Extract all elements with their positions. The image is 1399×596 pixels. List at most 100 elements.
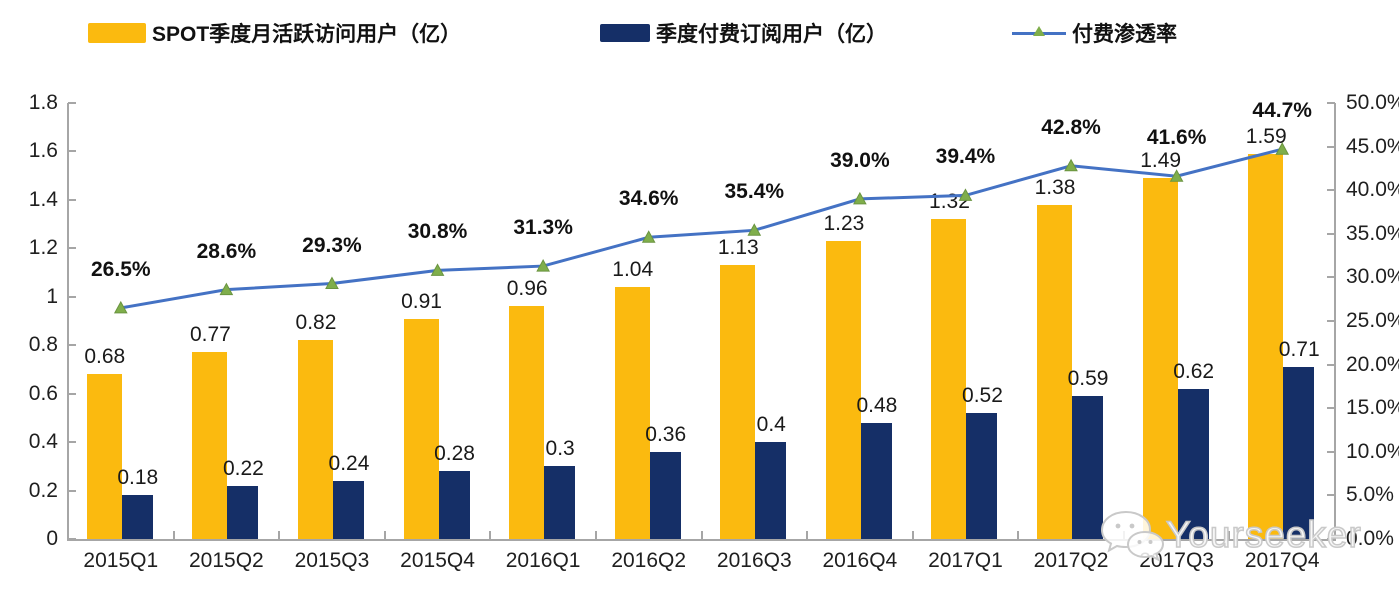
- penetration-marker: [1064, 158, 1078, 172]
- x-axis-boundary-tick: [700, 531, 703, 539]
- x-axis-boundary-tick: [1017, 531, 1020, 539]
- x-axis-boundary-tick: [383, 531, 386, 539]
- mau-bar: [297, 340, 333, 539]
- subs-value-label: 0.24: [328, 451, 370, 475]
- watermark-text: Yourseeker: [1165, 513, 1362, 556]
- mau-legend-label: SPOT季度月活跃访问用户（亿）: [152, 23, 462, 46]
- x-axis-label: 2016Q3: [716, 549, 792, 572]
- penetration-label: 28.6%: [196, 239, 257, 263]
- right-axis-tick: [1327, 189, 1335, 192]
- x-axis-label: 2015Q2: [189, 549, 264, 572]
- right-axis-tick-label: 40.0%: [1346, 178, 1399, 202]
- subs-value-label: 0.52: [962, 384, 1003, 408]
- x-axis-boundary-tick: [67, 531, 69, 539]
- penetration-label: 42.8%: [1041, 115, 1101, 139]
- x-axis-label: 2017Q2: [1033, 549, 1109, 572]
- penetration-label: 41.6%: [1146, 126, 1207, 150]
- mau-bar: [825, 241, 861, 539]
- right-axis-line: [1334, 103, 1336, 541]
- subs-bar: [332, 480, 364, 539]
- mau-bar: [720, 265, 756, 539]
- x-axis-label: 2016Q1: [505, 549, 581, 572]
- subs-bar: [755, 442, 787, 539]
- wechat-icon: [1100, 510, 1164, 562]
- right-axis-tick: [1327, 538, 1335, 540]
- x-axis-boundary-tick: [1228, 531, 1231, 539]
- left-axis-tick-label: 0: [46, 527, 58, 550]
- x-axis-line: [67, 539, 1336, 541]
- left-axis-tick-label: 0.2: [28, 478, 58, 502]
- subs-bar: [1072, 396, 1104, 539]
- subs-value-label: 0.62: [1173, 359, 1215, 383]
- x-axis-boundary-tick: [806, 531, 809, 539]
- legend-item-penetration: 付费渗透率: [1012, 18, 1177, 48]
- x-axis-label: 2015Q3: [294, 549, 370, 572]
- subs-bar: [227, 485, 259, 539]
- right-axis-tick-label: 35.0%: [1346, 221, 1399, 245]
- x-axis-boundary-tick: [1334, 531, 1336, 539]
- left-axis-tick-label: 1.2: [28, 236, 58, 260]
- subs-bar: [121, 495, 153, 539]
- right-axis-tick: [1327, 363, 1335, 366]
- subs-value-label: 0.3: [545, 437, 575, 461]
- penetration-marker: [219, 282, 234, 296]
- right-axis-tick-label: 0.0%: [1346, 527, 1394, 550]
- left-axis-tick: [68, 295, 76, 298]
- left-axis-tick: [68, 150, 76, 153]
- mau-bar: [1142, 178, 1178, 539]
- x-axis-boundary-tick: [172, 531, 175, 539]
- left-axis-tick-label: 1.6: [28, 139, 58, 163]
- right-axis-tick-label: 20.0%: [1346, 352, 1399, 376]
- right-axis-tick: [1327, 450, 1335, 453]
- mau-value-label: 1.13: [717, 236, 759, 260]
- left-axis-tick-label: 1: [46, 284, 58, 308]
- mau-bar: [192, 352, 228, 539]
- penetration-marker: [641, 230, 656, 243]
- mau-bar: [931, 219, 967, 539]
- subs-value-label: 0.48: [856, 393, 898, 417]
- penetration-label: 34.6%: [618, 187, 679, 211]
- right-axis-tick: [1327, 145, 1335, 148]
- left-axis-tick: [68, 392, 76, 395]
- mau-bar: [403, 318, 439, 539]
- right-axis-tick: [1327, 276, 1335, 279]
- x-axis-boundary-tick: [594, 531, 597, 539]
- mau-value-label: 0.77: [189, 323, 231, 347]
- subscribers-legend-label: 季度付费订阅用户（亿）: [656, 23, 887, 46]
- mau-bar: [86, 374, 122, 539]
- penetration-label: 26.5%: [91, 257, 151, 281]
- x-axis-label: 2015Q4: [400, 549, 475, 572]
- penetration-marker: [536, 259, 550, 272]
- mau-value-label: 1.59: [1245, 124, 1287, 148]
- legend-item-mau: SPOT季度月活跃访问用户（亿）: [88, 18, 461, 48]
- penetration-label: 30.8%: [407, 220, 468, 244]
- left-axis-tick: [68, 344, 76, 347]
- mau-value-label: 1.38: [1034, 175, 1076, 199]
- subs-bar: [438, 471, 470, 539]
- left-axis-tick-label: 0.4: [28, 430, 58, 454]
- x-axis-label: 2017Q3: [1139, 549, 1214, 572]
- left-axis-tick-label: 1.4: [28, 187, 58, 211]
- legend-item-subscribers: 季度付费订阅用户（亿）: [600, 18, 887, 48]
- subs-bar: [860, 422, 892, 539]
- mau-value-label: 1.23: [823, 212, 865, 236]
- penetration-label: 29.3%: [302, 233, 362, 257]
- penetration-label: 44.7%: [1252, 99, 1312, 123]
- penetration-label: 35.4%: [724, 180, 785, 204]
- penetration-marker: [747, 223, 762, 236]
- right-axis-tick-label: 15.0%: [1346, 396, 1399, 420]
- x-axis-boundary-tick: [489, 531, 492, 539]
- subs-value-label: 0.18: [117, 466, 159, 490]
- penetration-label: 39.0%: [830, 148, 890, 172]
- subs-bar: [966, 413, 998, 539]
- subs-bar: [544, 466, 576, 539]
- penetration-label: 31.3%: [513, 216, 573, 240]
- mau-value-label: 0.91: [401, 289, 442, 313]
- mau-bar: [509, 306, 545, 539]
- right-axis-tick: [1327, 407, 1335, 410]
- right-axis-tick-label: 50.0%: [1346, 91, 1399, 114]
- left-axis-tick: [68, 538, 76, 540]
- right-axis-tick: [1327, 102, 1335, 104]
- right-axis-tick-label: 10.0%: [1346, 439, 1399, 463]
- right-axis-tick-label: 25.0%: [1346, 309, 1399, 332]
